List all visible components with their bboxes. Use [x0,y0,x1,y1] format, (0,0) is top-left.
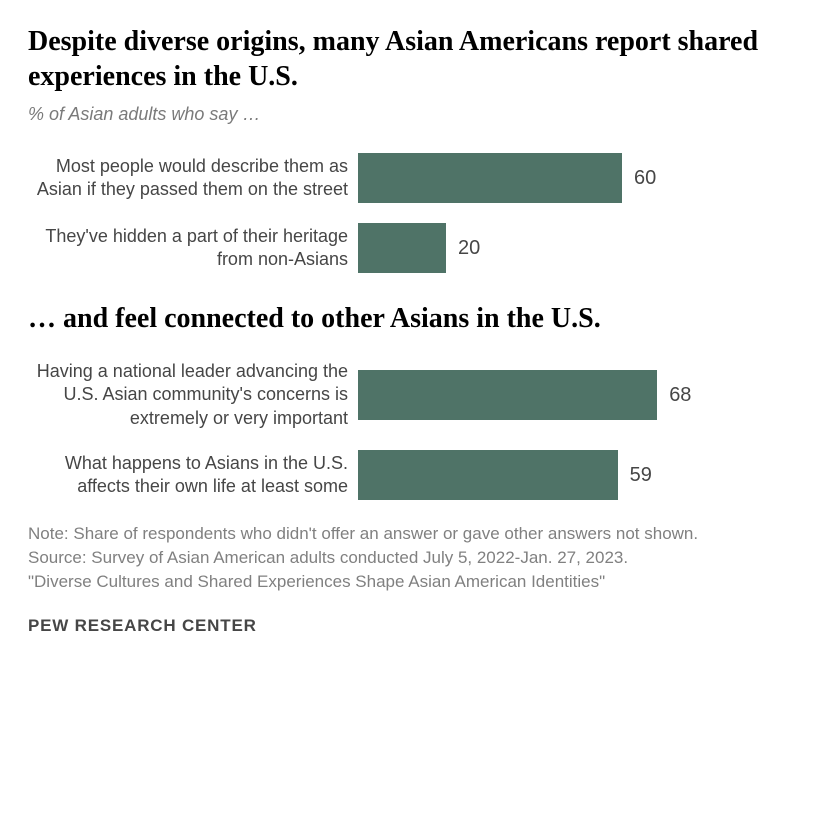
bar-row: Most people would describe them as Asian… [28,153,812,203]
bar-value: 68 [657,384,691,407]
bar-row: What happens to Asians in the U.S. affec… [28,450,812,500]
bar-track: 20 [358,223,812,273]
bar-row: They've hidden a part of their heritage … [28,223,812,273]
bar-fill [358,450,618,500]
notes-block: Note: Share of respondents who didn't of… [28,522,812,593]
bar-fill [358,153,622,203]
report-text: "Diverse Cultures and Shared Experiences… [28,570,812,594]
section-title: … and feel connected to other Asians in … [28,301,812,336]
source-text: Source: Survey of Asian American adults … [28,546,812,570]
bar-track: 59 [358,450,812,500]
chart-subtitle: % of Asian adults who say … [28,104,812,125]
chart-title: Despite diverse origins, many Asian Amer… [28,24,812,94]
bar-label: They've hidden a part of their heritage … [28,225,358,272]
note-text: Note: Share of respondents who didn't of… [28,522,812,546]
bar-value: 20 [446,237,480,260]
bar-track: 68 [358,370,812,420]
bar-label: Most people would describe them as Asian… [28,155,358,202]
footer-attribution: PEW RESEARCH CENTER [28,616,812,636]
bar-label: What happens to Asians in the U.S. affec… [28,452,358,499]
bar-fill [358,370,657,420]
bar-value: 59 [618,464,652,487]
bar-fill [358,223,446,273]
chart-section-1: Most people would describe them as Asian… [28,153,812,273]
bar-value: 60 [622,167,656,190]
bar-track: 60 [358,153,812,203]
bar-label: Having a national leader advancing the U… [28,360,358,430]
chart-section-2: Having a national leader advancing the U… [28,360,812,500]
bar-row: Having a national leader advancing the U… [28,360,812,430]
